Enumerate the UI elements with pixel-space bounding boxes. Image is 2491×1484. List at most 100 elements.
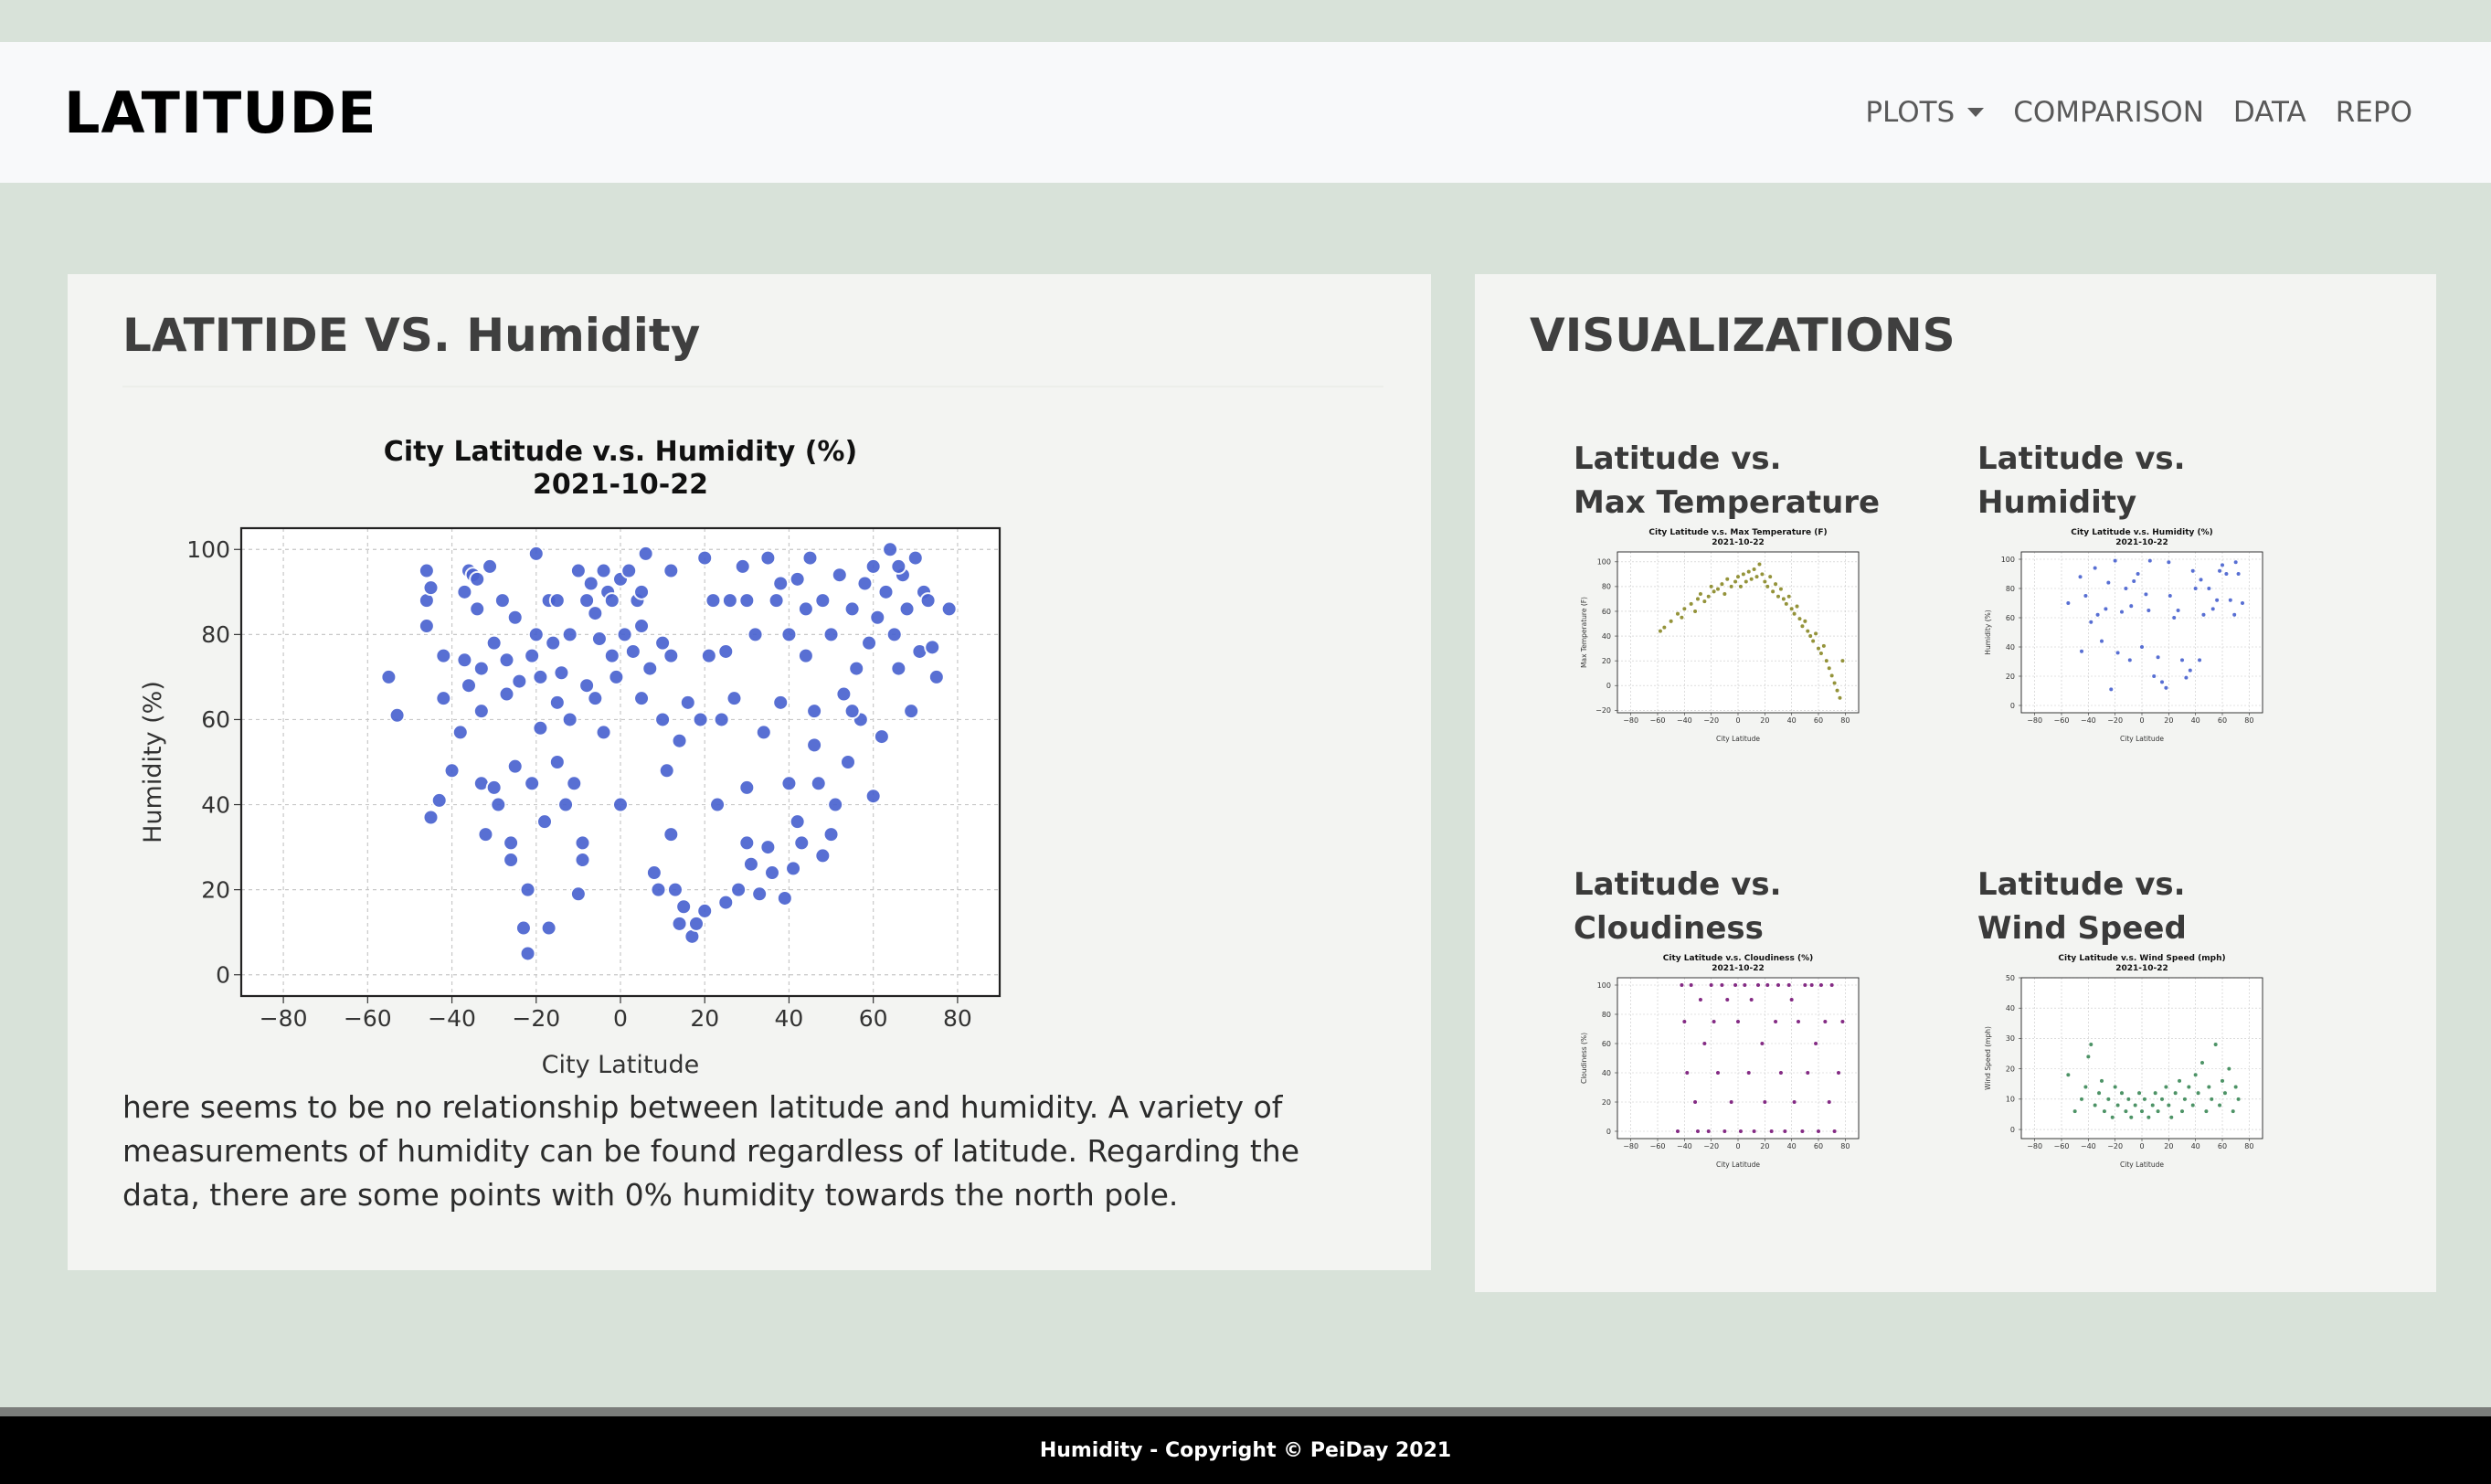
humidity-thumb-chart[interactable]: City Latitude v.s. Humidity (%)2021-10-2… xyxy=(1977,525,2279,744)
nav-item-comparison[interactable]: COMPARISON xyxy=(2013,96,2204,129)
data-point xyxy=(1776,594,1781,599)
data-point xyxy=(2099,1078,2104,1084)
x-tick-label: −20 xyxy=(2107,1142,2123,1150)
data-point xyxy=(553,664,570,682)
data-point xyxy=(2136,571,2141,577)
data-point xyxy=(1781,596,1786,602)
data-point xyxy=(662,826,680,843)
brand-logo[interactable]: LATITUDE xyxy=(64,79,377,146)
data-point xyxy=(1733,982,1738,988)
data-point xyxy=(1824,658,1829,663)
x-tick-label: 0 xyxy=(2139,1142,2144,1150)
data-point xyxy=(1698,997,1703,1002)
thumbnail-wind-speed[interactable]: Latitude vs. Wind Speed City Latitude v.… xyxy=(1977,863,2325,1170)
data-point xyxy=(498,652,515,669)
data-point xyxy=(2128,603,2134,609)
y-tick-label: 60 xyxy=(2006,614,2015,622)
x-tick-label: 60 xyxy=(1814,716,1823,725)
data-point xyxy=(877,583,895,600)
data-point xyxy=(2217,568,2222,574)
nav-item-data[interactable]: DATA xyxy=(2232,96,2306,129)
data-point xyxy=(705,592,722,610)
data-point xyxy=(793,834,811,852)
data-point xyxy=(822,826,840,843)
plot-description: here seems to be no relationship between… xyxy=(122,1089,1300,1213)
data-point xyxy=(1715,1070,1721,1076)
data-point xyxy=(435,690,452,707)
chart-title: City Latitude v.s. Humidity (%) xyxy=(2071,528,2213,537)
chart-subtitle: 2021-10-22 xyxy=(533,469,708,501)
wind-speed-thumb-chart[interactable]: City Latitude v.s. Wind Speed (mph)2021-… xyxy=(1977,950,2279,1170)
thumbnail-title-line1: Latitude vs. xyxy=(1574,866,1782,903)
data-point xyxy=(814,847,832,864)
data-point xyxy=(1729,584,1734,589)
chart-subtitle: 2021-10-22 xyxy=(1712,538,1765,547)
x-tick-label: 80 xyxy=(2244,716,2253,725)
data-point xyxy=(1778,587,1784,592)
data-point xyxy=(524,647,541,664)
x-axis-label: City Latitude xyxy=(1716,1161,1760,1169)
data-point xyxy=(469,600,486,618)
max-temperature-thumb-chart[interactable]: City Latitude v.s. Max Temperature (F)20… xyxy=(1574,525,1875,744)
data-point xyxy=(2093,566,2098,571)
x-tick-label: 20 xyxy=(690,1005,719,1032)
data-point xyxy=(2171,615,2177,620)
thumbnail-title: Latitude vs. Humidity xyxy=(1977,437,2325,525)
data-point xyxy=(1816,646,1821,652)
thumbnail-title-line2: Cloudiness xyxy=(1574,910,1764,947)
data-point xyxy=(734,557,751,575)
data-point xyxy=(940,600,958,618)
thumbnail-max-temperature[interactable]: Latitude vs. Max Temperature City Latitu… xyxy=(1574,437,1921,744)
data-point xyxy=(511,673,528,690)
data-point xyxy=(1832,680,1838,686)
data-point xyxy=(2119,610,2125,615)
data-point xyxy=(2095,612,2101,618)
data-point xyxy=(578,677,596,694)
data-point xyxy=(1729,1099,1734,1105)
data-point xyxy=(835,685,853,703)
x-tick-label: 0 xyxy=(2139,716,2144,725)
data-point xyxy=(633,618,651,635)
data-point xyxy=(2146,1115,2151,1120)
data-point xyxy=(924,639,941,656)
data-point xyxy=(2186,1084,2191,1090)
y-tick-label: 40 xyxy=(201,791,230,818)
data-point xyxy=(1692,609,1698,614)
data-point xyxy=(540,919,557,937)
data-point xyxy=(2131,578,2136,584)
thumbnail-humidity[interactable]: Latitude vs. Humidity City Latitude v.s.… xyxy=(1977,437,2325,744)
thumbnail-title-line1: Latitude vs. xyxy=(1977,866,2186,903)
thumbnail-cloudiness[interactable]: Latitude vs. Cloudiness City Latitude v.… xyxy=(1574,863,1921,1170)
data-point xyxy=(608,668,625,685)
x-tick-label: −60 xyxy=(344,1005,392,1032)
data-point xyxy=(671,915,688,932)
y-tick-label: 50 xyxy=(2006,974,2015,982)
data-point xyxy=(2077,574,2083,579)
x-tick-label: −80 xyxy=(2027,1142,2042,1150)
x-tick-label: −80 xyxy=(260,1005,308,1032)
data-point xyxy=(2233,1084,2239,1090)
data-point xyxy=(503,852,520,869)
x-tick-label: 80 xyxy=(1840,716,1850,725)
data-point xyxy=(650,881,667,898)
data-point xyxy=(1778,1070,1784,1076)
data-point xyxy=(1756,561,1763,567)
data-point xyxy=(789,813,806,831)
cloudiness-thumb-chart[interactable]: City Latitude v.s. Cloudiness (%)2021-10… xyxy=(1574,950,1875,1170)
y-tick-label: 80 xyxy=(1602,1011,1611,1019)
x-tick-label: 80 xyxy=(943,1005,972,1032)
data-point xyxy=(569,562,587,579)
x-tick-label: −40 xyxy=(2081,1142,2096,1150)
data-point xyxy=(1724,577,1730,582)
data-point xyxy=(2193,1072,2199,1077)
data-point xyxy=(1832,1129,1838,1134)
data-point xyxy=(864,557,882,575)
data-point xyxy=(2166,559,2171,565)
data-point xyxy=(519,945,536,962)
nav-item-plots[interactable]: PLOTS xyxy=(1850,96,1998,129)
data-point xyxy=(1701,1041,1707,1046)
nav-item-repo[interactable]: REPO xyxy=(2335,96,2412,129)
data-point xyxy=(2183,675,2189,681)
data-point xyxy=(709,796,726,813)
data-point xyxy=(789,570,806,588)
